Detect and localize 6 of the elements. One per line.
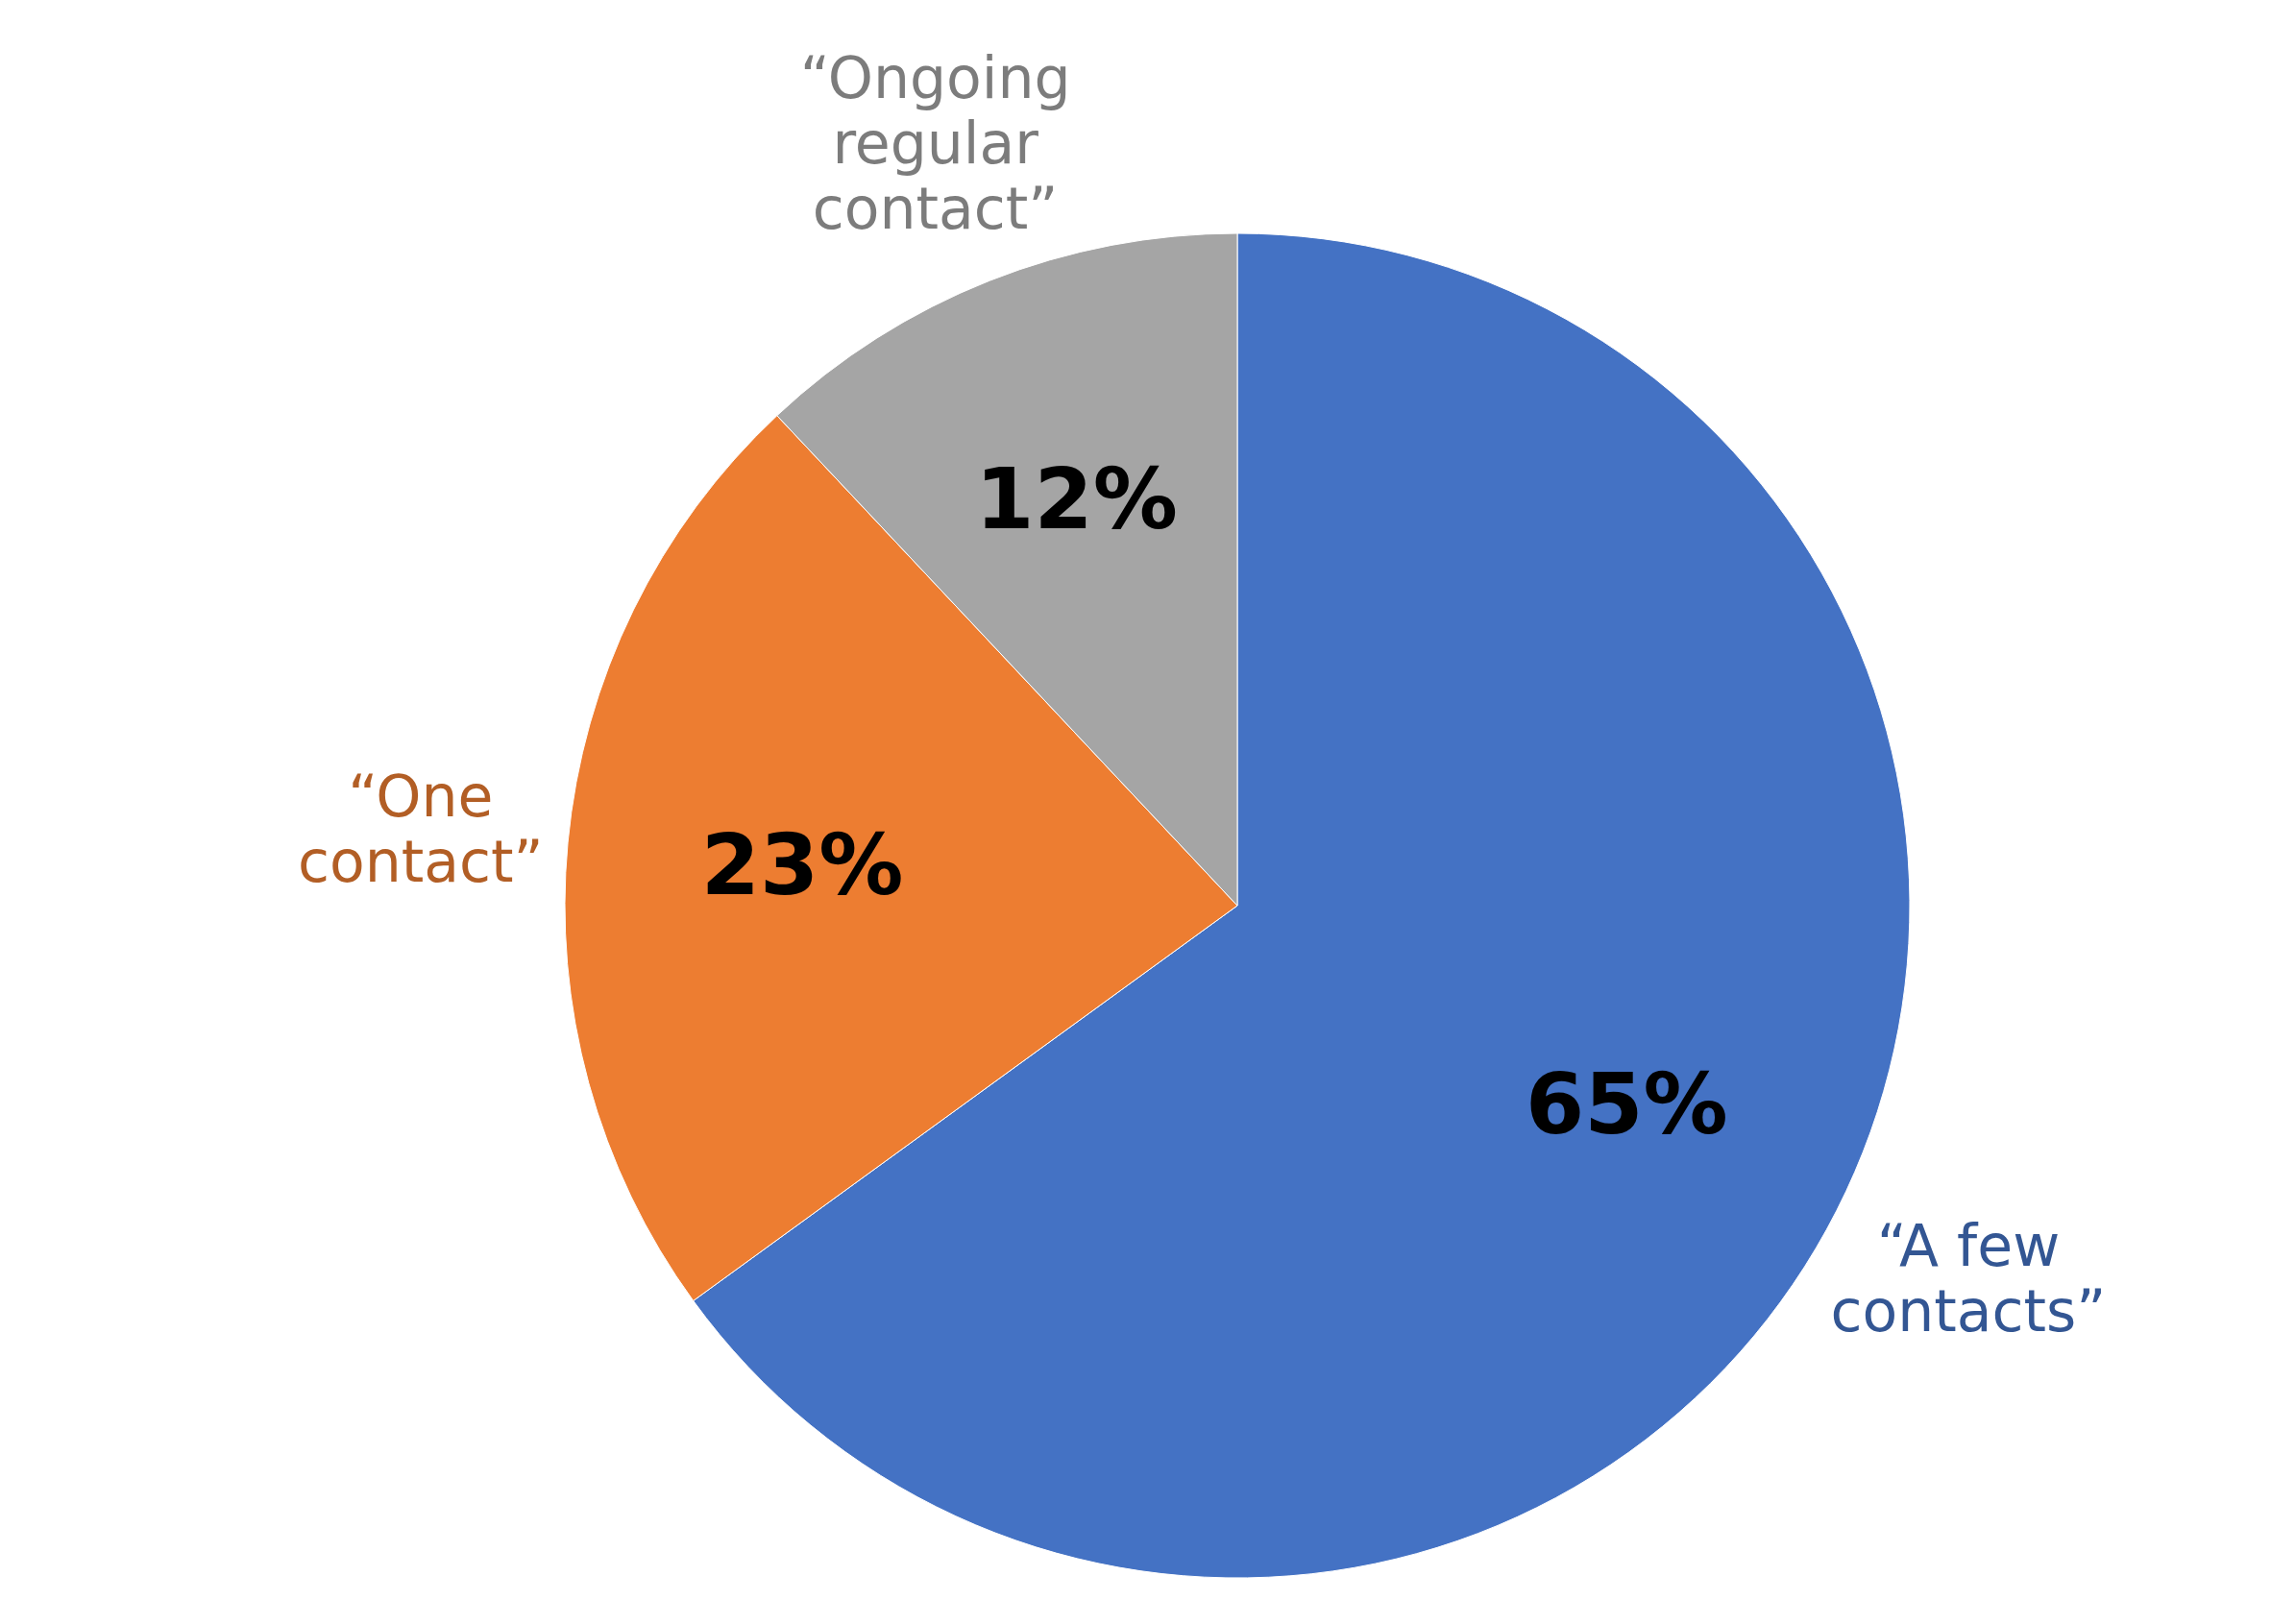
slice-label: “Ongoing regular contact” [799,43,1071,242]
slice-label: “One contact” [297,762,544,895]
data-label: 23% [700,814,904,914]
data-label: 65% [1526,1054,1728,1154]
slice-label: “A few contacts” [1830,1211,2107,1345]
data-label: 12% [975,449,1178,549]
